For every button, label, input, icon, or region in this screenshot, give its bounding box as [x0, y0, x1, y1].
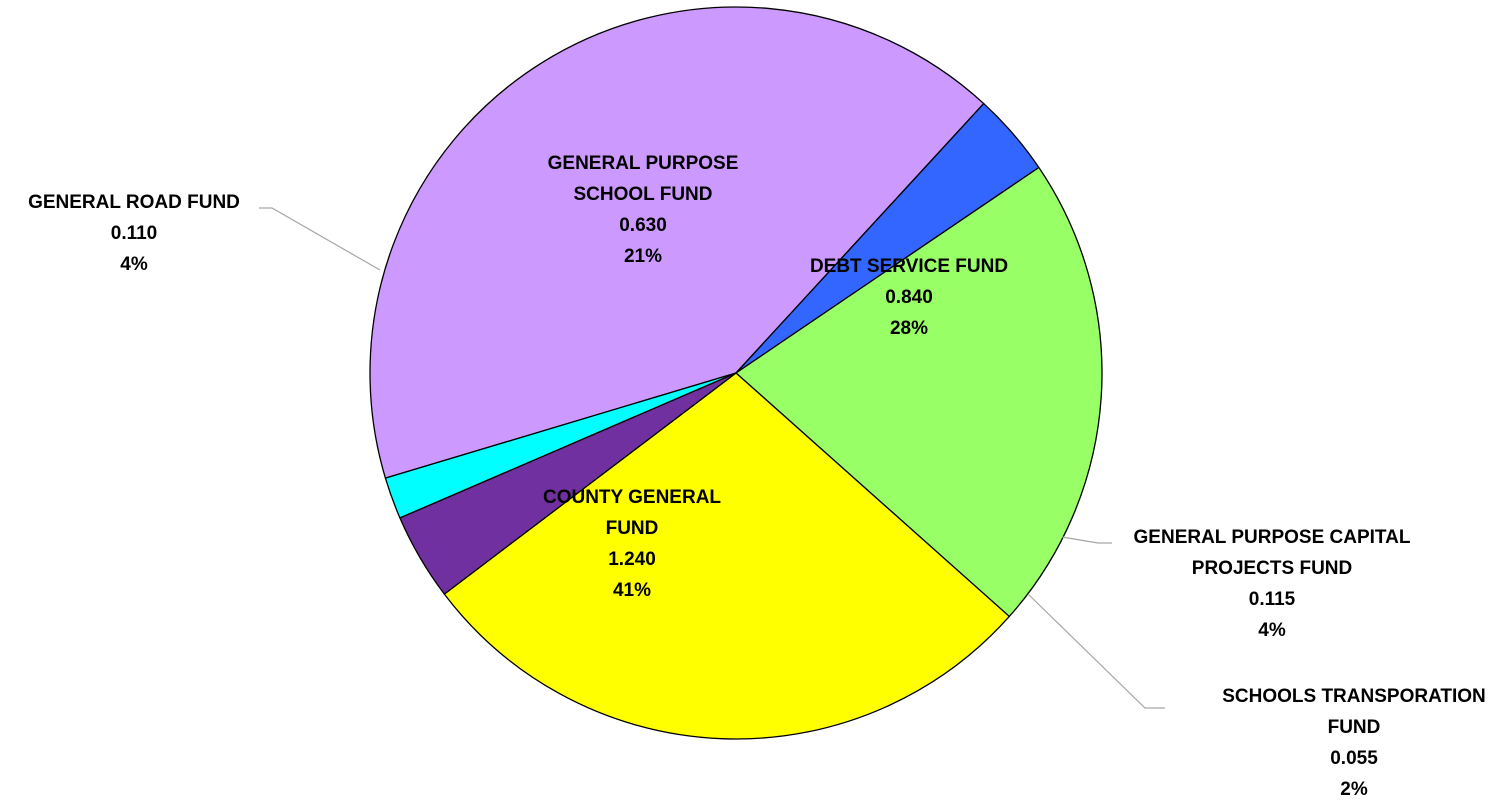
- data-label-line: 4%: [1258, 620, 1286, 641]
- leader-line: [1027, 593, 1165, 709]
- data-label-line: 41%: [613, 580, 651, 601]
- data-label-line: 4%: [120, 254, 148, 275]
- data-label-line: 0.055: [1330, 748, 1378, 769]
- leader-line: [259, 207, 381, 271]
- data-label-line: SCHOOLS TRANSPORATION: [1222, 686, 1486, 707]
- data-label-line: FUND: [1328, 717, 1381, 738]
- data-label-line: 21%: [624, 246, 662, 267]
- data-label-line: 2%: [1340, 779, 1368, 800]
- data-label-line: 0.840: [885, 287, 933, 308]
- leader-lines: [259, 207, 1165, 709]
- data-label: GENERAL PURPOSE SCHOOL FUND 0.630 21%: [548, 153, 739, 267]
- data-label-line: GENERAL PURPOSE CAPITAL: [1134, 527, 1411, 548]
- data-label: GENERAL PURPOSE CAPITAL PROJECTS FUND 0.11…: [1134, 527, 1411, 641]
- data-label-line: COUNTY GENERAL: [543, 487, 721, 508]
- pie-slice-debt-service-fund: [443, 372, 1010, 740]
- pie-slices: [369, 6, 1103, 740]
- leader-line: [1061, 536, 1112, 544]
- pie-slice-general-purpose-school-fund: [735, 166, 1103, 618]
- data-label: COUNTY GENERAL FUND 1.240 41%: [543, 487, 721, 601]
- data-label-line: PROJECTS FUND: [1192, 558, 1352, 579]
- data-label-line: 0.110: [111, 223, 158, 244]
- pie-slice-schools-transporation-fund: [384, 372, 737, 519]
- data-label-line: 0.115: [1249, 589, 1296, 610]
- data-label: GENERAL ROAD FUND 0.110 4%: [28, 192, 240, 275]
- data-label-line: 0.630: [619, 215, 667, 236]
- data-label-line: GENERAL ROAD FUND: [28, 192, 240, 213]
- data-label-line: SCHOOL FUND: [574, 184, 713, 205]
- data-label: SCHOOLS TRANSPORATION FUND 0.055 2%: [1222, 686, 1486, 800]
- data-labels: COUNTY GENERAL FUND 1.240 41% GENERAL ROAD F…: [28, 153, 1486, 800]
- data-label: DEBT SERVICE FUND 0.840 28%: [810, 256, 1008, 339]
- pie-slice-county-general-fund: [369, 6, 985, 479]
- data-label-line: FUND: [606, 518, 659, 539]
- data-label-line: DEBT SERVICE FUND: [810, 256, 1008, 277]
- data-label-line: 28%: [890, 318, 928, 339]
- data-label-line: 1.240: [608, 549, 656, 570]
- data-label-line: GENERAL PURPOSE: [548, 153, 739, 174]
